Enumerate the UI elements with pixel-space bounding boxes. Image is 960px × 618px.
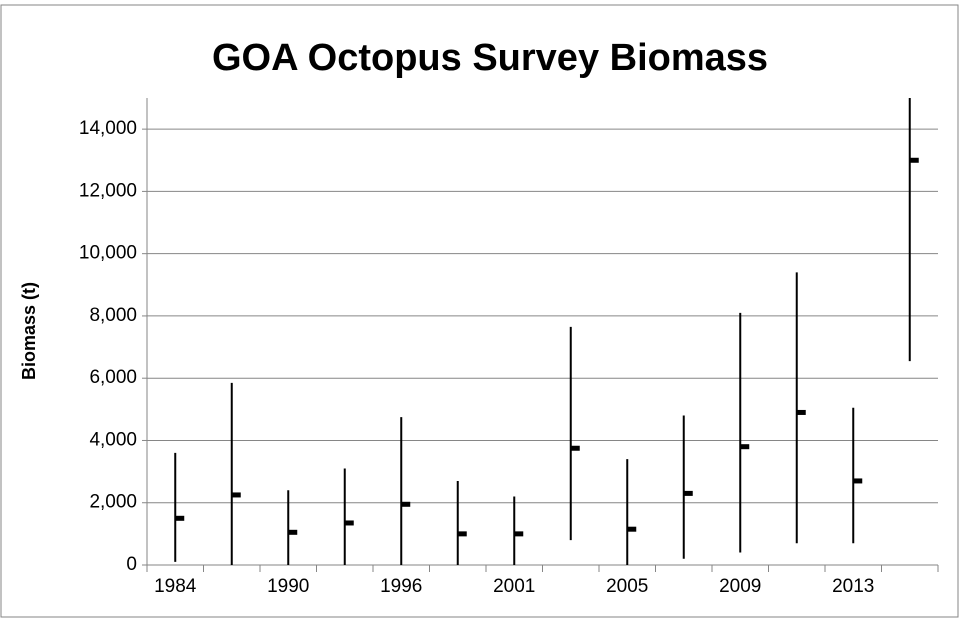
close-marker — [796, 409, 806, 415]
x-tick-label: 1990 — [267, 576, 309, 597]
y-tick-label: 10,000 — [79, 243, 137, 264]
y-tick-label: 2,000 — [89, 492, 137, 513]
close-marker — [401, 501, 411, 507]
x-tick-label: 2013 — [832, 576, 874, 597]
close-marker — [344, 520, 354, 526]
y-tick-label: 12,000 — [79, 180, 137, 201]
chart-frame — [0, 4, 959, 618]
x-tick-label: 1996 — [380, 576, 422, 597]
x-tick-label: 2009 — [719, 576, 761, 597]
y-tick-label: 6,000 — [89, 367, 137, 388]
close-marker — [683, 490, 693, 496]
close-marker — [853, 478, 863, 484]
close-marker — [175, 515, 185, 521]
close-marker — [457, 531, 467, 537]
close-marker — [740, 444, 750, 450]
close-marker — [570, 445, 580, 451]
close-marker — [909, 157, 919, 163]
close-marker — [231, 492, 241, 498]
chart-title: GOA Octopus Survey Biomass — [212, 37, 768, 79]
x-tick-label: 1984 — [154, 576, 197, 597]
y-tick-label: 8,000 — [89, 305, 137, 326]
y-tick-label: 4,000 — [89, 429, 137, 450]
close-marker — [288, 529, 298, 535]
close-marker — [627, 526, 637, 532]
x-tick-label: 2005 — [606, 576, 648, 597]
y-axis-label: Biomass (t) — [19, 282, 39, 380]
close-marker — [514, 531, 524, 537]
y-tick-label: 14,000 — [79, 118, 137, 139]
y-tick-label: 0 — [126, 554, 137, 575]
x-tick-label: 2001 — [493, 576, 535, 597]
